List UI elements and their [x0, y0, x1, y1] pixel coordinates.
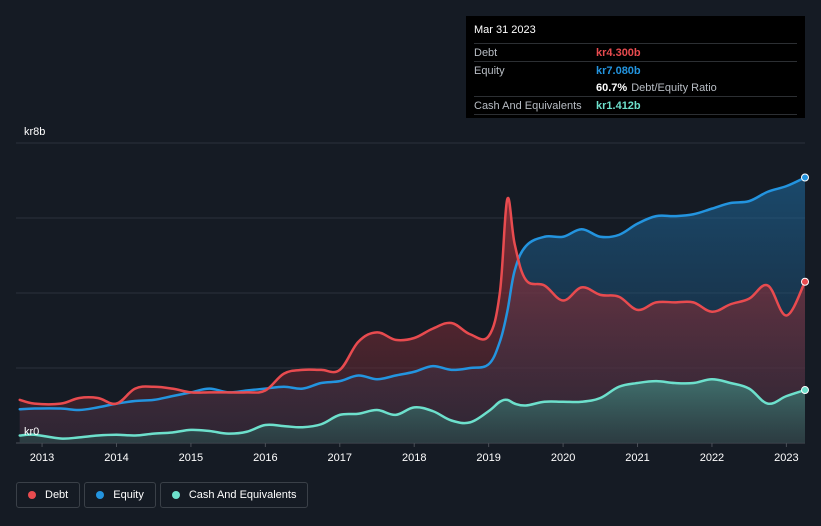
tooltip-ratio-value: 60.7% [596, 81, 628, 94]
x-tick-label-2016: 2016 [253, 452, 277, 464]
legend-equity-dot-icon [96, 491, 105, 499]
x-tick-label-2019: 2019 [476, 452, 500, 464]
x-tick-label-2017: 2017 [328, 452, 352, 464]
x-tick-label-2018: 2018 [402, 452, 426, 464]
tooltip-row-ratio: 60.7% Debt/Equity Ratio [474, 79, 797, 96]
x-tick-label-2020: 2020 [551, 452, 575, 464]
tooltip-row-cash: Cash And Equivalents kr1.412b [474, 96, 797, 115]
tooltip-cash-label: Cash And Equivalents [474, 99, 582, 112]
series-areas [19, 177, 806, 443]
tooltip-equity-value: kr7.080b [596, 64, 641, 77]
series-lines [18, 173, 809, 440]
tooltip-debt-label: Debt [474, 46, 498, 59]
tooltip-equity-label: Equity [474, 64, 505, 77]
equity-line [18, 176, 807, 412]
legend-equity[interactable]: Equity [84, 482, 156, 508]
cash-endpoint-marker [801, 386, 809, 395]
legend-equity-label: Equity [113, 489, 144, 501]
legend-debt-dot-icon [28, 491, 36, 499]
legend-debt-label: Debt [45, 489, 69, 501]
x-axis: 2013 2014 2015 2016 2017 2018 2019 2020 2021 2022… [30, 443, 799, 464]
debt-area [19, 197, 806, 443]
chart-legend: Debt Equity Cash And Equivalents [16, 482, 309, 508]
x-tick-label-2015: 2015 [179, 452, 203, 464]
x-tick-label-2021: 2021 [625, 452, 649, 464]
y-top-label: kr8b [24, 126, 45, 138]
x-tick-label-2013: 2013 [30, 452, 54, 464]
equity-endpoint-marker [801, 173, 809, 182]
x-tick-label-2014: 2014 [104, 452, 128, 464]
y-bottom-label: kr0 [24, 426, 39, 438]
tooltip-debt-value: kr4.300b [596, 46, 641, 59]
legend-cash-label: Cash And Equivalents [188, 489, 297, 501]
x-tick-label-2023: 2023 [774, 452, 798, 464]
legend-cash[interactable]: Cash And Equivalents [159, 482, 309, 508]
tooltip-cash-value: kr1.412b [596, 99, 641, 112]
tooltip-panel: Mar 31 2023 Debt kr4.300b Equity kr7.080… [466, 16, 805, 118]
debt-line [18, 196, 807, 406]
debt-endpoint-marker [801, 277, 809, 286]
tooltip-row-debt: Debt kr4.300b [474, 43, 797, 61]
tooltip-date: Mar 31 2023 [474, 24, 536, 36]
tooltip-ratio-label: Debt/Equity Ratio [631, 81, 717, 94]
legend-debt[interactable]: Debt [16, 482, 81, 508]
tooltip-row-equity: Equity kr7.080b [474, 61, 797, 79]
x-tick-label-2022: 2022 [700, 452, 724, 464]
cash-line [18, 378, 807, 440]
cash-area [19, 379, 806, 443]
legend-cash-dot-icon [171, 491, 180, 499]
